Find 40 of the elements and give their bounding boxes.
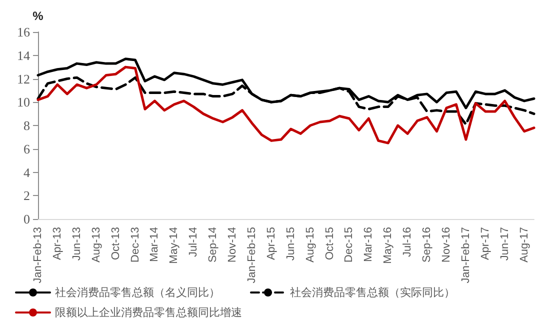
- x-tick-label: Aug-15: [304, 227, 316, 262]
- x-tick-label: Sep-14: [207, 227, 220, 262]
- y-tick-label: 0: [24, 212, 30, 226]
- x-tick-label: May-14: [168, 227, 180, 264]
- x-tick-label: Jan-Feb-13: [32, 227, 44, 284]
- legend-label: 社会消费品零售总额（实际同比）: [290, 286, 455, 299]
- y-tick-label: 10: [17, 94, 30, 110]
- y-tick-label: 6: [24, 141, 30, 156]
- x-tick-label: Jun-15: [284, 227, 297, 261]
- x-tick-label: Aug-13: [90, 227, 102, 262]
- x-tick-label: Jun-17: [498, 227, 511, 261]
- x-tick-label: Aug-17: [518, 227, 530, 262]
- x-tick-label: Nov-14: [226, 227, 239, 262]
- x-tick-label: Jun-13: [70, 227, 83, 261]
- y-tick-label: 2: [24, 188, 30, 204]
- y-tick-label: 14: [17, 48, 30, 63]
- y-tick-label: 4: [24, 164, 30, 180]
- x-tick-label: Jan-Feb-17: [460, 227, 472, 284]
- x-tick-label: Jul-16: [402, 227, 414, 257]
- x-tick-label: Dec-13: [129, 227, 142, 262]
- legend-label: 限额以上企业消费品零售总额同比增速: [55, 306, 242, 319]
- x-tick-label: Oct-15: [324, 227, 336, 260]
- x-tick-label: Jul-14: [188, 227, 200, 257]
- y-tick-label: 8: [24, 118, 30, 133]
- x-tick-label: Mar-14: [148, 227, 161, 262]
- x-tick-label: Sep-16: [421, 227, 434, 262]
- x-tick-label: Oct-13: [110, 227, 122, 260]
- x-tick-label: Jan-Feb-15: [246, 227, 258, 284]
- legend-label: 社会消费品零售总额（名义同比）: [55, 286, 220, 299]
- x-tick-label: Dec-15: [343, 227, 356, 262]
- x-tick-label: Nov-16: [440, 227, 452, 262]
- x-tick-label: Mar-16: [362, 227, 375, 262]
- y-axis-title: %: [32, 9, 44, 23]
- x-tick-label: Apr-17: [479, 227, 492, 260]
- y-tick-label: 12: [17, 71, 30, 86]
- y-tick-label: 16: [17, 24, 30, 40]
- line-series: [36, 66, 536, 144]
- x-tick-label: Apr-13: [51, 227, 64, 260]
- x-tick-label: May-16: [382, 227, 394, 264]
- x-tick-label: Apr-15: [265, 227, 278, 260]
